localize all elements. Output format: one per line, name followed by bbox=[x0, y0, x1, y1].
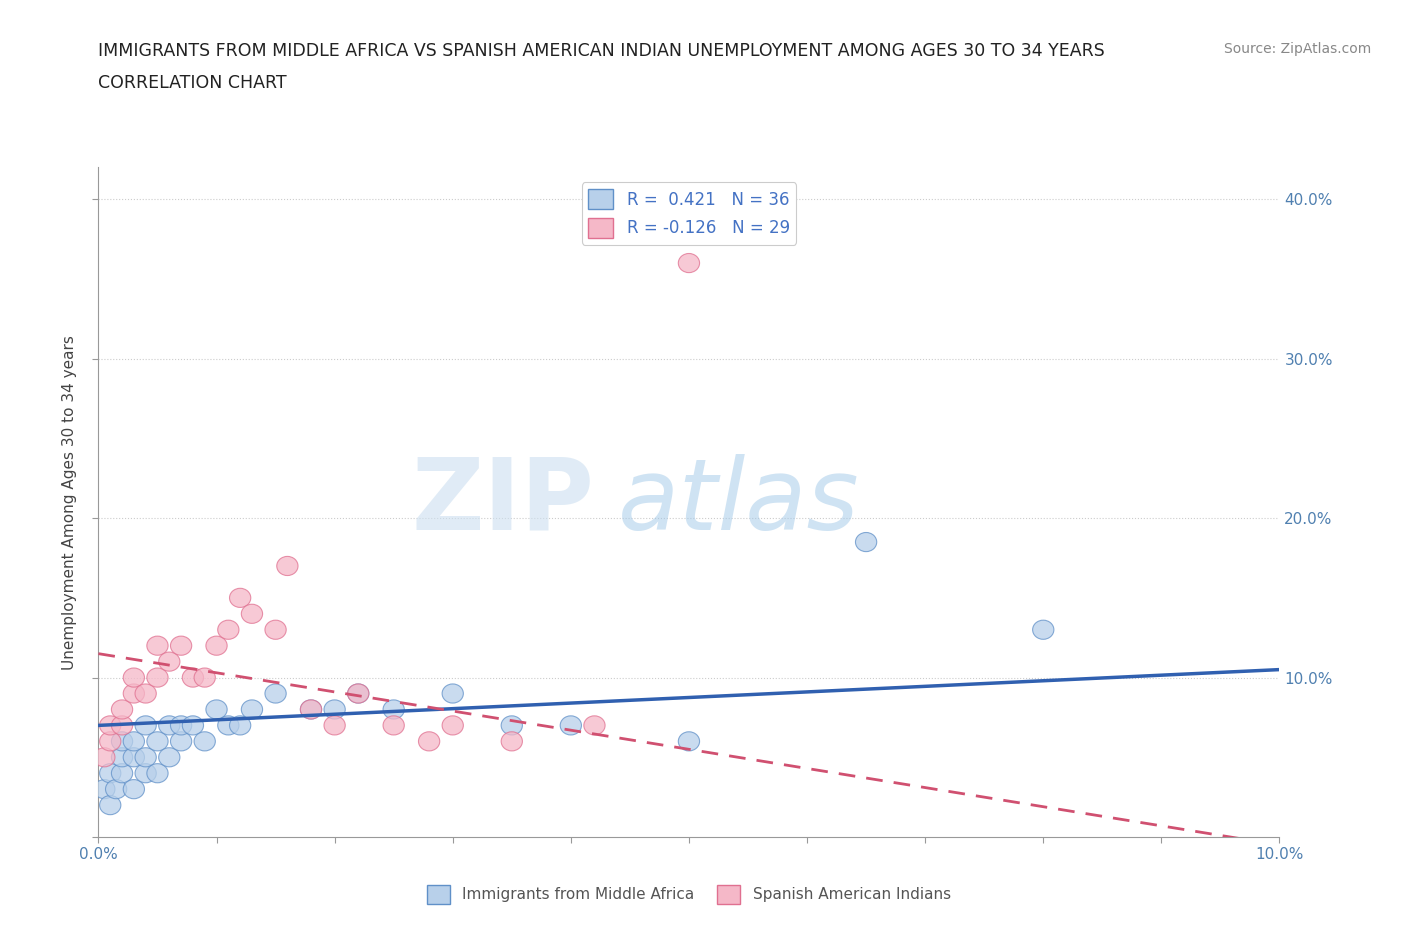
Ellipse shape bbox=[170, 732, 191, 751]
Ellipse shape bbox=[229, 589, 250, 607]
Ellipse shape bbox=[94, 779, 115, 799]
Ellipse shape bbox=[242, 604, 263, 623]
Ellipse shape bbox=[159, 716, 180, 735]
Ellipse shape bbox=[124, 748, 145, 767]
Ellipse shape bbox=[264, 620, 287, 639]
Ellipse shape bbox=[419, 732, 440, 751]
Ellipse shape bbox=[159, 748, 180, 767]
Ellipse shape bbox=[100, 795, 121, 815]
Ellipse shape bbox=[323, 716, 346, 735]
Ellipse shape bbox=[111, 732, 132, 751]
Ellipse shape bbox=[111, 716, 132, 735]
Text: Source: ZipAtlas.com: Source: ZipAtlas.com bbox=[1223, 42, 1371, 56]
Ellipse shape bbox=[347, 684, 368, 703]
Ellipse shape bbox=[382, 716, 405, 735]
Text: CORRELATION CHART: CORRELATION CHART bbox=[98, 74, 287, 92]
Ellipse shape bbox=[111, 748, 132, 767]
Ellipse shape bbox=[124, 684, 145, 703]
Ellipse shape bbox=[323, 700, 346, 719]
Ellipse shape bbox=[560, 716, 582, 735]
Legend: Immigrants from Middle Africa, Spanish American Indians: Immigrants from Middle Africa, Spanish A… bbox=[420, 879, 957, 910]
Ellipse shape bbox=[146, 732, 169, 751]
Ellipse shape bbox=[501, 732, 523, 751]
Ellipse shape bbox=[170, 636, 191, 656]
Ellipse shape bbox=[347, 684, 368, 703]
Ellipse shape bbox=[146, 668, 169, 687]
Ellipse shape bbox=[242, 700, 263, 719]
Ellipse shape bbox=[124, 732, 145, 751]
Ellipse shape bbox=[183, 716, 204, 735]
Ellipse shape bbox=[301, 700, 322, 719]
Y-axis label: Unemployment Among Ages 30 to 34 years: Unemployment Among Ages 30 to 34 years bbox=[62, 335, 77, 670]
Ellipse shape bbox=[111, 764, 132, 783]
Ellipse shape bbox=[678, 732, 700, 751]
Ellipse shape bbox=[194, 668, 215, 687]
Ellipse shape bbox=[183, 668, 204, 687]
Ellipse shape bbox=[441, 716, 464, 735]
Ellipse shape bbox=[94, 748, 115, 767]
Ellipse shape bbox=[678, 254, 700, 272]
Ellipse shape bbox=[301, 700, 322, 719]
Ellipse shape bbox=[264, 684, 287, 703]
Ellipse shape bbox=[100, 732, 121, 751]
Ellipse shape bbox=[583, 716, 605, 735]
Ellipse shape bbox=[111, 700, 132, 719]
Text: atlas: atlas bbox=[619, 454, 859, 551]
Ellipse shape bbox=[218, 620, 239, 639]
Ellipse shape bbox=[159, 652, 180, 671]
Ellipse shape bbox=[855, 533, 877, 551]
Ellipse shape bbox=[105, 779, 127, 799]
Ellipse shape bbox=[501, 716, 523, 735]
Ellipse shape bbox=[170, 716, 191, 735]
Ellipse shape bbox=[135, 716, 156, 735]
Ellipse shape bbox=[277, 556, 298, 576]
Ellipse shape bbox=[382, 700, 405, 719]
Ellipse shape bbox=[124, 779, 145, 799]
Ellipse shape bbox=[135, 764, 156, 783]
Ellipse shape bbox=[194, 732, 215, 751]
Text: IMMIGRANTS FROM MIDDLE AFRICA VS SPANISH AMERICAN INDIAN UNEMPLOYMENT AMONG AGES: IMMIGRANTS FROM MIDDLE AFRICA VS SPANISH… bbox=[98, 42, 1105, 60]
Ellipse shape bbox=[205, 636, 228, 656]
Ellipse shape bbox=[218, 716, 239, 735]
Ellipse shape bbox=[205, 700, 228, 719]
Ellipse shape bbox=[135, 684, 156, 703]
Ellipse shape bbox=[146, 764, 169, 783]
Text: ZIP: ZIP bbox=[412, 454, 595, 551]
Ellipse shape bbox=[146, 636, 169, 656]
Ellipse shape bbox=[124, 668, 145, 687]
Ellipse shape bbox=[100, 764, 121, 783]
Ellipse shape bbox=[100, 716, 121, 735]
Ellipse shape bbox=[229, 716, 250, 735]
Ellipse shape bbox=[135, 748, 156, 767]
Ellipse shape bbox=[1032, 620, 1054, 639]
Ellipse shape bbox=[441, 684, 464, 703]
